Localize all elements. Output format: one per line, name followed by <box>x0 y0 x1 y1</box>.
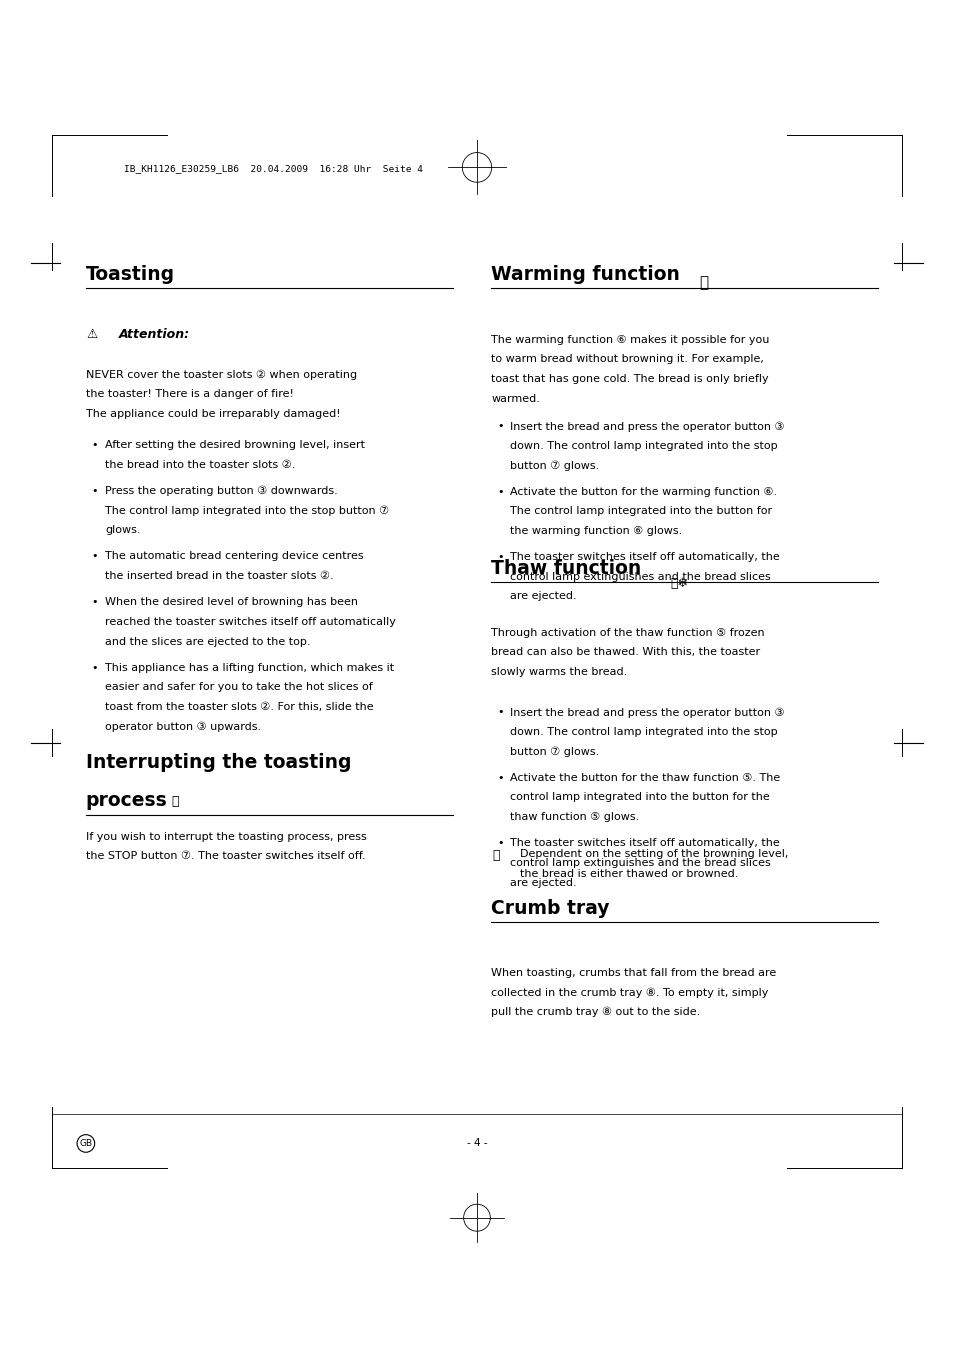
Text: are ejected.: are ejected. <box>510 591 577 601</box>
Text: collected in the crumb tray ⑧. To empty it, simply: collected in the crumb tray ⑧. To empty … <box>491 988 768 998</box>
Text: bread can also be thawed. With this, the toaster: bread can also be thawed. With this, the… <box>491 647 760 657</box>
Text: pull the crumb tray ⑧ out to the side.: pull the crumb tray ⑧ out to the side. <box>491 1007 700 1018</box>
Text: •: • <box>497 838 503 848</box>
Text: Interrupting the toasting: Interrupting the toasting <box>86 753 351 772</box>
Text: Attention:: Attention: <box>119 328 191 342</box>
Text: The appliance could be irreparably damaged!: The appliance could be irreparably damag… <box>86 409 340 418</box>
Text: control lamp extinguishes and the bread slices: control lamp extinguishes and the bread … <box>510 571 770 582</box>
Text: The control lamp integrated into the button for: The control lamp integrated into the but… <box>510 506 772 516</box>
Text: Insert the bread and press the operator button ③: Insert the bread and press the operator … <box>510 707 784 718</box>
Text: After setting the desired browning level, insert: After setting the desired browning level… <box>105 440 365 450</box>
Text: and the slices are ejected to the top.: and the slices are ejected to the top. <box>105 636 310 647</box>
Text: the toaster! There is a danger of fire!: the toaster! There is a danger of fire! <box>86 390 294 400</box>
Text: button ⑦ glows.: button ⑦ glows. <box>510 747 599 757</box>
Text: •: • <box>497 552 503 562</box>
Text: Warming function: Warming function <box>491 265 679 284</box>
Text: •: • <box>497 487 503 497</box>
Text: •: • <box>91 440 98 450</box>
Text: Dependent on the setting of the browning level,: Dependent on the setting of the browning… <box>519 849 787 859</box>
Text: ⓘ: ⓘ <box>492 849 499 863</box>
Text: control lamp extinguishes and the bread slices: control lamp extinguishes and the bread … <box>510 859 770 868</box>
Text: the STOP button ⑦. The toaster switches itself off.: the STOP button ⑦. The toaster switches … <box>86 852 365 861</box>
Text: operator button ③ upwards.: operator button ③ upwards. <box>105 721 261 732</box>
Text: The automatic bread centering device centres: The automatic bread centering device cen… <box>105 551 363 562</box>
Text: •: • <box>497 774 503 783</box>
Text: •: • <box>91 551 98 562</box>
Text: 🍞❄: 🍞❄ <box>670 576 688 590</box>
Text: control lamp integrated into the button for the: control lamp integrated into the button … <box>510 792 769 802</box>
Text: the warming function ⑥ glows.: the warming function ⑥ glows. <box>510 525 682 536</box>
Text: down. The control lamp integrated into the stop: down. The control lamp integrated into t… <box>510 726 778 737</box>
Text: toast that has gone cold. The bread is only briefly: toast that has gone cold. The bread is o… <box>491 374 768 383</box>
Text: IB_KH1126_E30259_LB6  20.04.2009  16:28 Uhr  Seite 4: IB_KH1126_E30259_LB6 20.04.2009 16:28 Uh… <box>124 165 422 173</box>
Text: The warming function ⑥ makes it possible for you: The warming function ⑥ makes it possible… <box>491 335 769 344</box>
Text: Insert the bread and press the operator button ③: Insert the bread and press the operator … <box>510 421 784 432</box>
Text: button ⑦ glows.: button ⑦ glows. <box>510 460 599 471</box>
Text: glows.: glows. <box>105 525 140 535</box>
Text: •: • <box>497 421 503 431</box>
Text: reached the toaster switches itself off automatically: reached the toaster switches itself off … <box>105 617 395 626</box>
Text: easier and safer for you to take the hot slices of: easier and safer for you to take the hot… <box>105 682 373 693</box>
Text: warmed.: warmed. <box>491 394 539 404</box>
Text: the inserted bread in the toaster slots ②.: the inserted bread in the toaster slots … <box>105 571 334 580</box>
Text: •: • <box>497 707 503 717</box>
Text: The control lamp integrated into the stop button ⑦: The control lamp integrated into the sto… <box>105 505 389 516</box>
Text: to warm bread without browning it. For example,: to warm bread without browning it. For e… <box>491 354 763 364</box>
Text: GB: GB <box>79 1139 92 1147</box>
Text: down. The control lamp integrated into the stop: down. The control lamp integrated into t… <box>510 440 778 451</box>
Text: When toasting, crumbs that fall from the bread are: When toasting, crumbs that fall from the… <box>491 968 776 977</box>
Text: Thaw function: Thaw function <box>491 559 640 578</box>
Text: NEVER cover the toaster slots ② when operating: NEVER cover the toaster slots ② when ope… <box>86 370 356 381</box>
Text: Through activation of the thaw function ⑤ frozen: Through activation of the thaw function … <box>491 628 764 637</box>
Text: •: • <box>91 663 98 672</box>
Text: Press the operating button ③ downwards.: Press the operating button ③ downwards. <box>105 486 337 497</box>
Text: Activate the button for the thaw function ⑤. The: Activate the button for the thaw functio… <box>510 774 780 783</box>
Text: thaw function ⑤ glows.: thaw function ⑤ glows. <box>510 813 639 822</box>
Text: •: • <box>91 597 98 608</box>
Text: The toaster switches itself off automatically, the: The toaster switches itself off automati… <box>510 552 780 562</box>
Text: 🍞: 🍞 <box>699 275 708 290</box>
Text: 🍞: 🍞 <box>172 795 179 809</box>
Text: toast from the toaster slots ②. For this, slide the: toast from the toaster slots ②. For this… <box>105 702 374 711</box>
Text: process: process <box>86 791 168 810</box>
Text: slowly warms the bread.: slowly warms the bread. <box>491 667 627 676</box>
Text: are ejected.: are ejected. <box>510 878 577 887</box>
Text: The toaster switches itself off automatically, the: The toaster switches itself off automati… <box>510 838 780 848</box>
Text: - 4 -: - 4 - <box>466 1138 487 1149</box>
Text: If you wish to interrupt the toasting process, press: If you wish to interrupt the toasting pr… <box>86 832 366 841</box>
Text: ⚠: ⚠ <box>87 328 98 342</box>
Text: Toasting: Toasting <box>86 265 174 284</box>
Text: the bread into the toaster slots ②.: the bread into the toaster slots ②. <box>105 459 295 470</box>
Text: the bread is either thawed or browned.: the bread is either thawed or browned. <box>519 869 738 879</box>
Text: Activate the button for the warming function ⑥.: Activate the button for the warming func… <box>510 487 777 497</box>
Text: •: • <box>91 486 98 495</box>
Text: When the desired level of browning has been: When the desired level of browning has b… <box>105 597 357 608</box>
Text: Crumb tray: Crumb tray <box>491 899 609 918</box>
Text: This appliance has a lifting function, which makes it: This appliance has a lifting function, w… <box>105 663 394 672</box>
